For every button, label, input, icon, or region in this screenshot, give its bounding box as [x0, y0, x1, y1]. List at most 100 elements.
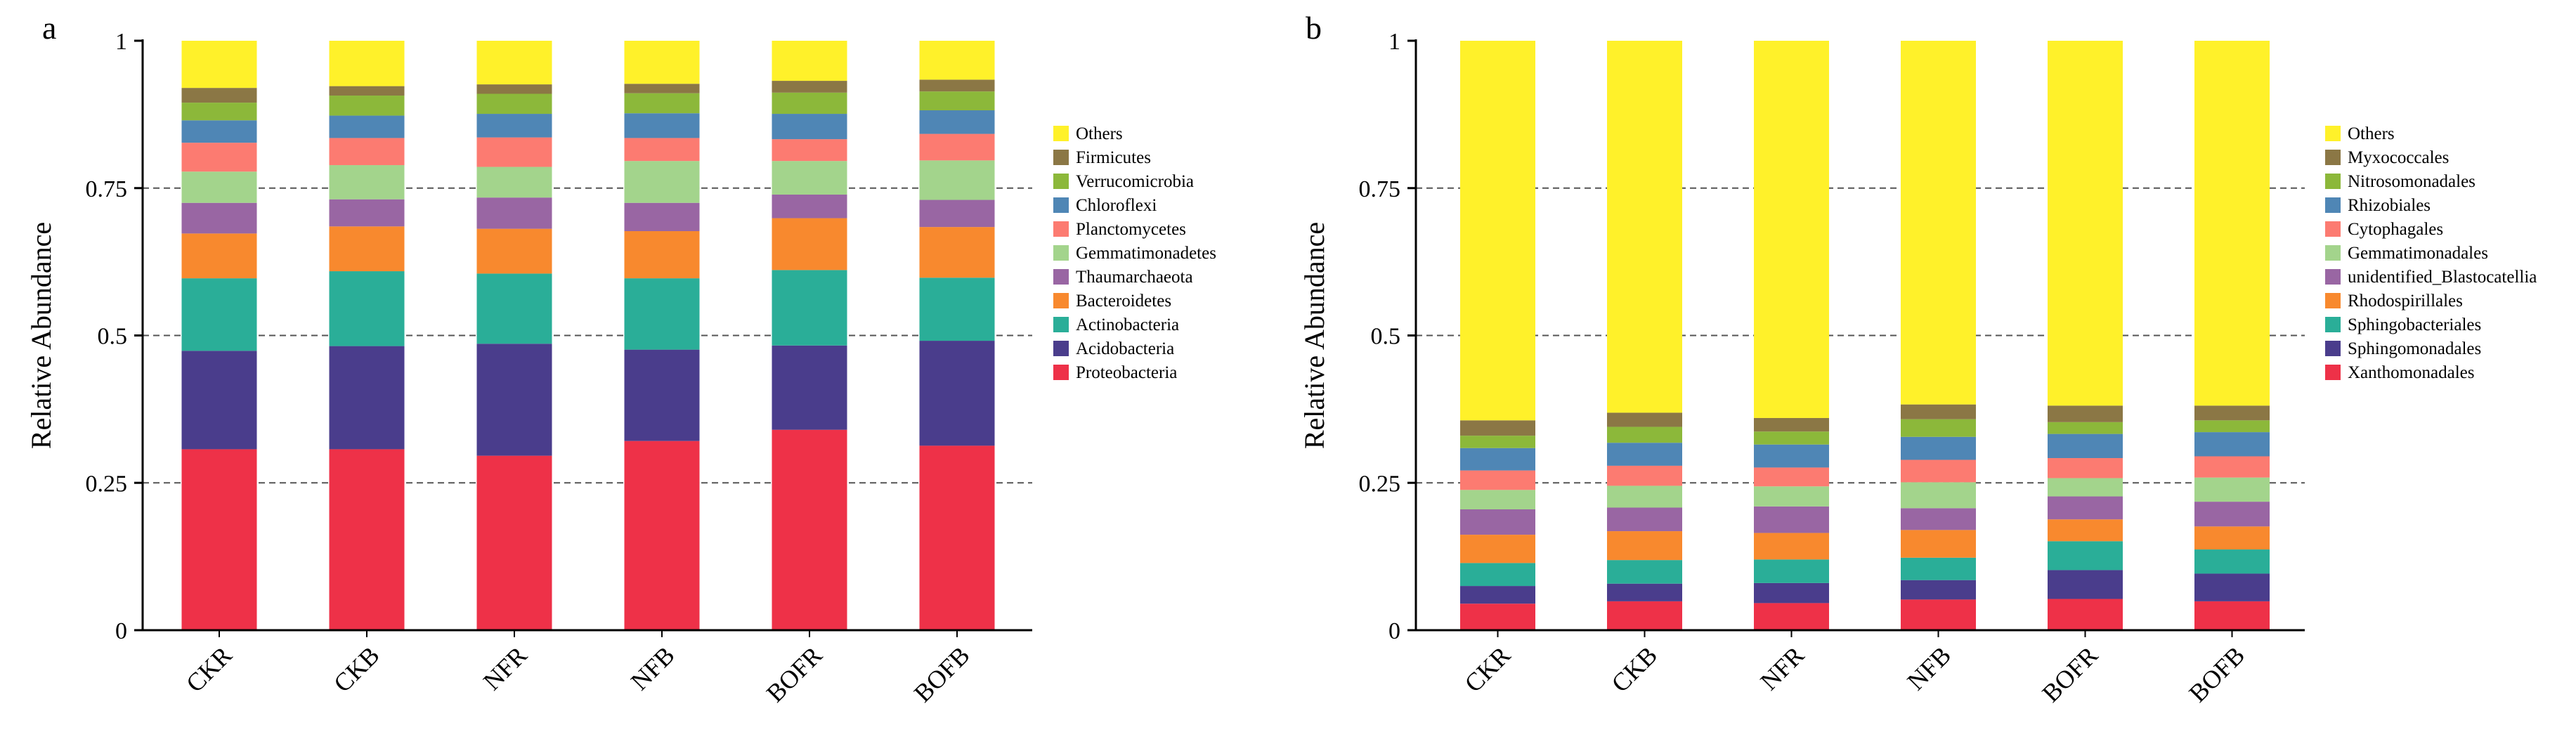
- bar-segment-rhizobiales: [1754, 444, 1829, 468]
- bar-stack-ckb: [1607, 41, 1682, 630]
- legend-swatch: [1053, 174, 1069, 189]
- bar-segment-acidobacteria: [329, 346, 405, 450]
- bar-segment-rhodospirillales: [1901, 530, 1976, 558]
- bar-segment-actinobacteria: [624, 278, 700, 350]
- bar-stack-nfr: [1754, 41, 1829, 630]
- y-tick-label: 0: [115, 618, 127, 644]
- bar-segment-verrucomicrobia: [329, 96, 405, 116]
- legend-item: unidentified_Blastocatellia: [2325, 268, 2537, 287]
- legend-item: Others: [1053, 124, 1123, 143]
- legend-item: Rhizobiales: [2325, 196, 2431, 215]
- y-axis-title: Relative Abundance: [25, 222, 57, 449]
- bar-segment-rhodospirillales: [1460, 535, 1535, 563]
- bar-segment-firmicutes: [919, 79, 995, 92]
- legend-label: Gemmatimonadales: [2348, 244, 2488, 263]
- legend-item: Bacteroidetes: [1053, 292, 1171, 311]
- bar-segment-nitrosomonadales: [1460, 436, 1535, 448]
- x-tick-label: CKR: [1459, 641, 1516, 698]
- bar-segment-chloroflexi: [181, 120, 257, 143]
- bar-segment-myxococcales: [1607, 412, 1682, 427]
- legend-item: Firmicutes: [1053, 148, 1151, 167]
- legend-label: Acidobacteria: [1076, 339, 1174, 358]
- x-tick-label: CKB: [328, 641, 385, 698]
- y-tick-label: 1: [115, 29, 127, 55]
- chart-panel-b: b CKR CKB NFR NFB BOFR BOFB 0 0.25 0.5 0.75 1 Relati…: [1299, 10, 2537, 707]
- legend-swatch: [2325, 293, 2341, 308]
- legend-item: Acidobacteria: [1053, 339, 1174, 358]
- bar-segment-sphingomonadales: [1607, 583, 1682, 601]
- legend-item: Rhodospirillales: [2325, 292, 2463, 311]
- bar-segment-gemmatimonadetes: [476, 167, 552, 198]
- x-tick-label: NFB: [625, 641, 680, 696]
- bar-segment-nitrosomonadales: [1901, 419, 1976, 437]
- bar-segment-unidentified-blastocatellia: [2048, 496, 2123, 520]
- legend-item: Sphingobacteriales: [2325, 315, 2481, 334]
- y-tick-label: 0.75: [86, 176, 128, 202]
- y-tick-label: 0: [1388, 618, 1400, 644]
- bar-segment-verrucomicrobia: [624, 93, 700, 114]
- legend-label: Rhizobiales: [2348, 196, 2431, 215]
- legend-label: Chloroflexi: [1076, 196, 1157, 215]
- bar-segment-sphingomonadales: [1460, 586, 1535, 604]
- bar-segment-rhizobiales: [1460, 448, 1535, 471]
- bar-segment-cytophagales: [1607, 465, 1682, 486]
- legend-label: Verrucomicrobia: [1076, 172, 1194, 191]
- x-tick-label: CKB: [1606, 641, 1663, 698]
- bar-segment-gemmatimonadetes: [772, 161, 847, 195]
- bar-segment-others: [919, 41, 995, 80]
- bar-segment-chloroflexi: [329, 115, 405, 138]
- bar-segment-proteobacteria: [476, 455, 552, 630]
- bar-segment-others: [329, 41, 405, 86]
- legend: Others Firmicutes Verrucomicrobia Chlorofle…: [1053, 124, 1216, 382]
- bar-segment-sphingobacteriales: [1901, 557, 1976, 580]
- bar-segment-proteobacteria: [919, 445, 995, 630]
- bar-segment-firmicutes: [772, 81, 847, 93]
- bar-segment-xanthomonadales: [2048, 599, 2123, 630]
- bar-segment-gemmatimonadales: [2048, 478, 2123, 497]
- legend-swatch: [1053, 197, 1069, 213]
- bar-segment-actinobacteria: [476, 273, 552, 344]
- bar-segment-chloroflexi: [919, 110, 995, 134]
- bar-segment-verrucomicrobia: [772, 92, 847, 115]
- bar-segment-bacteroidetes: [476, 228, 552, 274]
- bar-segment-planctomycetes: [476, 137, 552, 167]
- bar-segment-myxococcales: [2194, 405, 2270, 421]
- legend-label: Proteobacteria: [1076, 363, 1177, 382]
- bar-segment-unidentified-blastocatellia: [2194, 502, 2270, 527]
- x-tick-label: NFB: [1901, 641, 1956, 696]
- legend-swatch: [2325, 197, 2341, 213]
- bar-segment-acidobacteria: [181, 351, 257, 450]
- bar-segment-gemmatimonadales: [1607, 485, 1682, 508]
- legend-swatch: [2325, 126, 2341, 141]
- bar-segment-rhizobiales: [2194, 432, 2270, 457]
- bar-segment-unidentified-blastocatellia: [1607, 507, 1682, 532]
- legend-item: Gemmatimonadetes: [1053, 244, 1216, 263]
- legend-swatch: [2325, 245, 2341, 261]
- legend-label: Thaumarchaeota: [1076, 268, 1193, 287]
- bar-segment-nitrosomonadales: [1607, 426, 1682, 443]
- bar-stack-ckr: [1460, 41, 1535, 630]
- bar-segment-cytophagales: [2194, 456, 2270, 478]
- x-tick-label: BOFR: [761, 641, 828, 707]
- bar-segment-thaumarchaeota: [476, 197, 552, 229]
- bar-segment-planctomycetes: [772, 139, 847, 162]
- bar-segment-xanthomonadales: [2194, 601, 2270, 630]
- bar-segment-others: [1607, 41, 1682, 413]
- bar-stack-bofr: [772, 41, 847, 630]
- legend-item: Thaumarchaeota: [1053, 268, 1193, 287]
- x-tick-label: BOFB: [2183, 641, 2250, 707]
- bar-segment-cytophagales: [1901, 459, 1976, 483]
- bar-segment-sphingobacteriales: [1754, 559, 1829, 583]
- bar-segment-sphingobacteriales: [2048, 541, 2123, 570]
- legend: Others Myxococcales Nitrosomonadales Rhizob…: [2325, 124, 2537, 382]
- bar-segment-acidobacteria: [624, 349, 700, 441]
- legend-label: Actinobacteria: [1076, 315, 1179, 334]
- legend-swatch: [2325, 269, 2341, 285]
- legend-swatch: [2325, 341, 2341, 356]
- bar-segment-unidentified-blastocatellia: [1901, 508, 1976, 530]
- bar-segment-nitrosomonadales: [1754, 431, 1829, 445]
- bar-segment-gemmatimonadales: [1901, 482, 1976, 509]
- bar-segment-sphingomonadales: [1901, 580, 1976, 600]
- bar-segment-rhodospirillales: [2194, 526, 2270, 550]
